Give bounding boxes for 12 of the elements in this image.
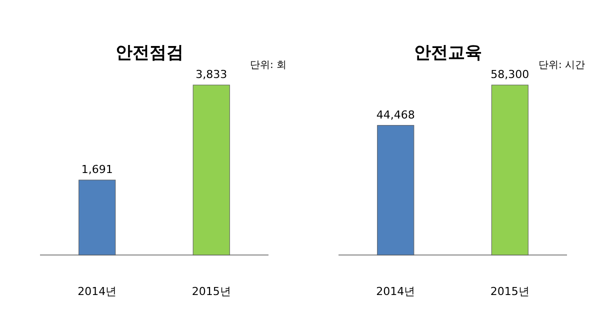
chart-title: 안전교육	[414, 43, 482, 63]
data-label: 44,468	[376, 108, 415, 122]
x-tick-label: 2014년	[78, 285, 117, 298]
data-label: 58,300	[490, 68, 530, 81]
x-tick-label: 2015년	[490, 285, 530, 298]
data-label: 1,691	[81, 163, 113, 176]
text: 단위: 회	[250, 60, 286, 71]
x-tick-label: 2015년	[192, 285, 231, 298]
text: 단위: 시간	[538, 60, 585, 71]
data-label: 3,833	[196, 68, 228, 81]
x-tick-label: 2014년	[376, 285, 416, 298]
chart-title: 안전점검	[115, 43, 184, 63]
